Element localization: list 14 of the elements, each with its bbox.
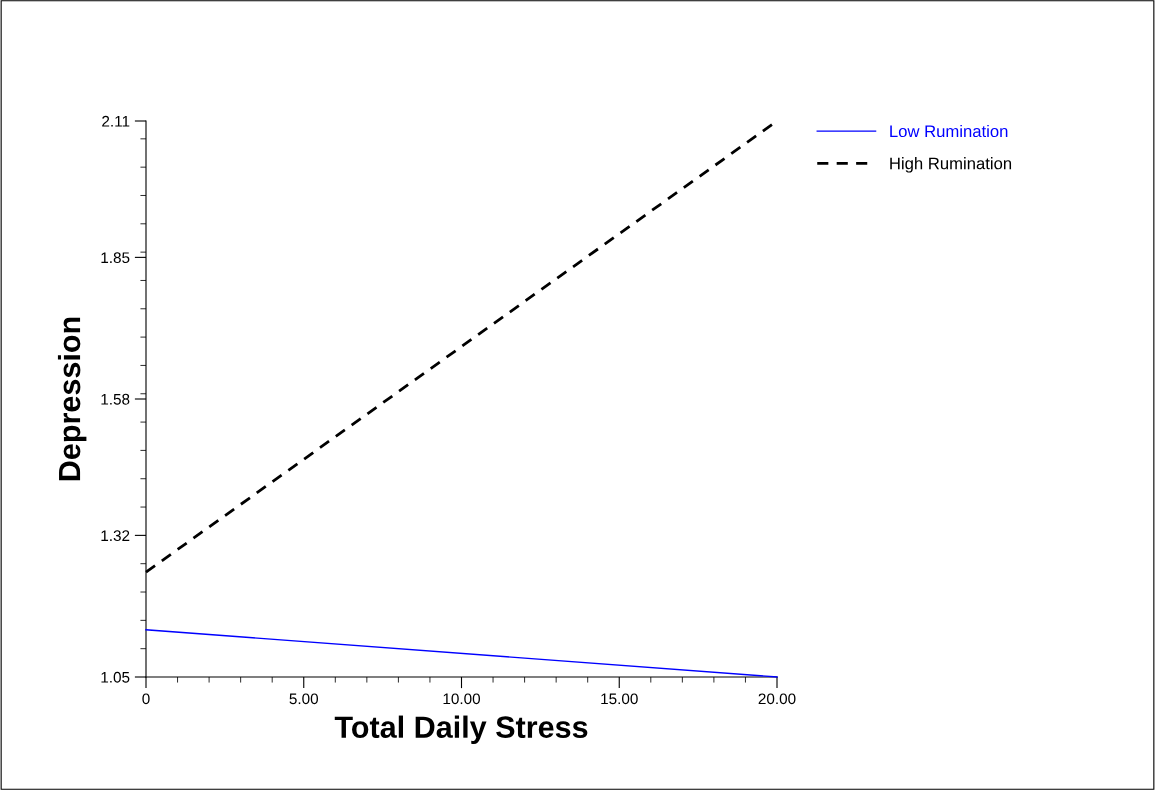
y-tick-label: 2.11 [102, 115, 130, 127]
y-tick-label: 1.58 [101, 393, 130, 405]
legend-label: High Rumination [890, 157, 1012, 173]
y-tick-label: 1.85 [101, 252, 130, 264]
x-tick-label: 10.00 [443, 693, 481, 705]
x-tick-label: 15.00 [601, 693, 638, 705]
y-axis-title: Depression [57, 317, 87, 481]
x-tick-label: 0 [142, 693, 150, 705]
y-tick-label: 1.05 [101, 671, 130, 683]
x-axis-title: Total Daily Stress [334, 715, 588, 745]
legend-label: Low Rumination [890, 124, 1008, 138]
x-tick-label: 20.00 [758, 693, 796, 705]
y-tick-label: 1.32 [101, 530, 130, 542]
x-tick-label: 5.00 [289, 693, 319, 705]
